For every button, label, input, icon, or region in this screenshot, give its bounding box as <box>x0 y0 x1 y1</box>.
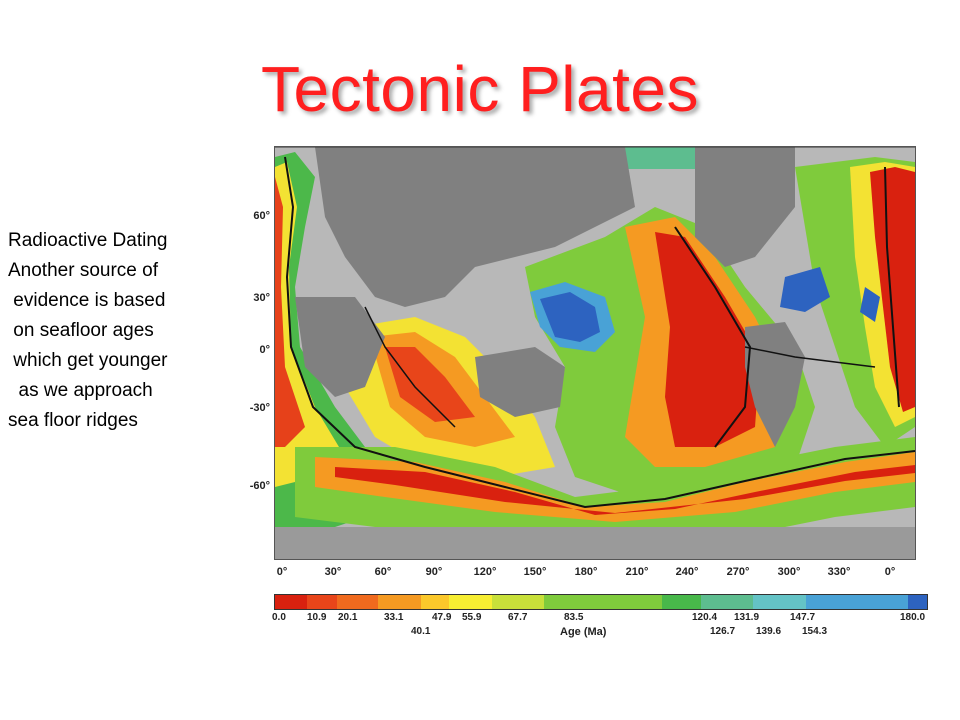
legend-swatch <box>544 595 662 609</box>
body-line: Another source of <box>8 260 158 281</box>
lon-label: 300° <box>777 566 801 578</box>
lon-label: 120° <box>473 566 497 578</box>
lon-label: 210° <box>625 566 649 578</box>
legend-value: 139.6 <box>756 626 782 637</box>
legend-swatch <box>306 595 337 609</box>
legend-value: 47.9 <box>432 612 452 623</box>
body-line: sea floor ridges <box>8 410 138 431</box>
legend-value: 180.0 <box>900 612 926 623</box>
legend-value: 40.1 <box>411 626 431 637</box>
seafloor-age-map <box>274 146 916 560</box>
legend-value: 131.9 <box>734 612 760 623</box>
body-line: Radioactive Dating <box>8 230 168 251</box>
lon-label: 0° <box>884 566 896 578</box>
legend-value: 10.9 <box>307 612 327 623</box>
lon-label: 0° <box>276 566 288 578</box>
legend-value: 120.4 <box>692 612 718 623</box>
legend-swatch <box>753 595 806 609</box>
legend-value: 55.9 <box>462 612 482 623</box>
legend-swatch <box>275 595 307 609</box>
legend-value: 147.7 <box>790 612 816 623</box>
lon-label: 330° <box>827 566 851 578</box>
lon-label: 270° <box>726 566 750 578</box>
lon-label: 30° <box>324 566 342 578</box>
legend-swatch <box>491 595 545 609</box>
lon-label: 150° <box>523 566 547 578</box>
legend-swatch <box>448 595 492 609</box>
legend-swatch <box>805 595 909 609</box>
legend-value: 83.5 <box>564 612 584 623</box>
legend-swatch <box>377 595 421 609</box>
lat-label: 60° <box>253 210 270 222</box>
lon-label: 180° <box>574 566 598 578</box>
legend-swatch <box>700 595 754 609</box>
age-color-scale <box>274 594 928 610</box>
lon-label: 60° <box>374 566 392 578</box>
body-line: as we approach <box>8 380 153 401</box>
slide-title: Tectonic Plates <box>261 53 699 125</box>
legend-value: 0.0 <box>272 612 286 623</box>
lon-label: 240° <box>675 566 699 578</box>
legend-swatch <box>420 595 449 609</box>
lat-label: 30° <box>253 292 270 304</box>
legend-value: 20.1 <box>338 612 358 623</box>
legend-swatch <box>661 595 701 609</box>
lat-label: -30° <box>249 402 270 414</box>
legend-value: 126.7 <box>710 626 736 637</box>
body-line: evidence is based <box>8 290 166 311</box>
body-line: on seafloor ages <box>8 320 154 341</box>
legend-swatch <box>908 595 928 609</box>
legend-value: 154.3 <box>802 626 828 637</box>
lat-label: 0° <box>259 344 270 356</box>
body-text: Radioactive Dating Another source of evi… <box>8 226 248 436</box>
legend-value: 33.1 <box>384 612 404 623</box>
legend-value: 67.7 <box>508 612 528 623</box>
lat-label: -60° <box>249 480 270 492</box>
body-line: which get younger <box>8 350 168 371</box>
map-graphic <box>275 147 915 559</box>
legend-swatch <box>336 595 378 609</box>
lon-label: 90° <box>425 566 443 578</box>
legend-title: Age (Ma) <box>560 626 607 638</box>
